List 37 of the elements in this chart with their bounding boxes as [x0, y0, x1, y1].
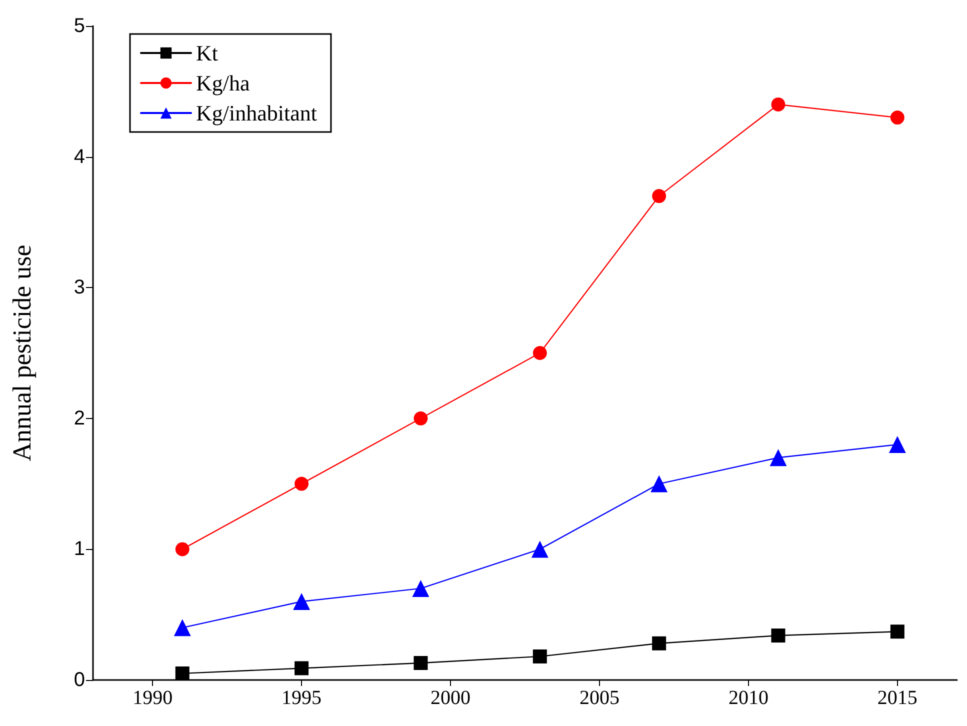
x-tick-label: 2015: [877, 687, 918, 709]
point: [771, 628, 786, 643]
point: [890, 624, 904, 639]
x-tick-label: 2000: [430, 687, 471, 709]
point: [294, 476, 309, 491]
x-tick-label: 1995: [282, 687, 322, 709]
x-tick-label: 1990: [132, 687, 173, 709]
point: [650, 475, 668, 492]
y-tick-label: 4: [74, 146, 85, 168]
point: [532, 649, 547, 664]
point: [412, 580, 430, 597]
x-tick-label: 2005: [579, 687, 620, 709]
y-axis-title: Annual pesticide use: [8, 244, 36, 462]
point: [174, 619, 191, 636]
point: [652, 189, 666, 204]
legend-label: Kg/inhabitant: [196, 100, 317, 126]
point: [175, 542, 190, 556]
point: [531, 540, 548, 558]
point: [414, 411, 428, 426]
y-tick-label: 0: [74, 669, 85, 691]
point: [175, 666, 190, 680]
point: [532, 346, 547, 360]
point: [890, 110, 904, 125]
point: [770, 449, 787, 466]
y-tick-label: 2: [74, 407, 85, 430]
point: [771, 97, 786, 112]
point: [414, 656, 428, 670]
point: [293, 593, 310, 610]
y-tick-label: 1: [74, 538, 85, 560]
y-tick-label: 3: [74, 276, 85, 299]
point: [652, 636, 666, 650]
point: [294, 661, 309, 676]
point: [888, 436, 906, 454]
y-tick-label: 5: [74, 15, 85, 37]
x-tick-label: 2010: [728, 687, 768, 709]
legend-label: Kt: [196, 40, 218, 66]
legend-label: Kg/ha: [196, 70, 250, 96]
